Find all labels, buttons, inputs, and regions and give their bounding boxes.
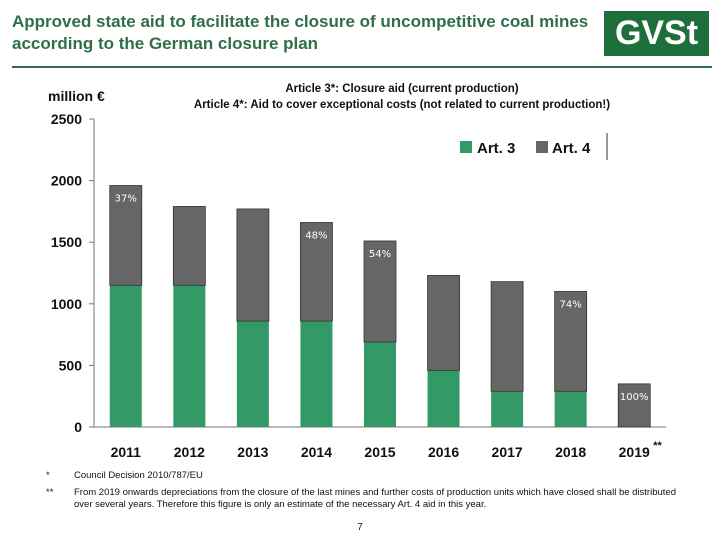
x-tick-label-2014: 2014 — [301, 444, 332, 460]
bar-art3-2011 — [109, 285, 142, 427]
bar-art3-2015 — [364, 341, 396, 427]
y-tick-label: 2000 — [51, 173, 82, 189]
bar-art3-2013 — [236, 321, 269, 427]
legend-label-art4: Art. 4 — [552, 140, 591, 157]
y-tick-label: 0 — [74, 419, 82, 435]
x-tick-superscript-2019: ** — [653, 440, 662, 452]
bar-art4-2012 — [172, 206, 206, 286]
chart-subtitle-line1: Article 3*: Closure aid (current product… — [285, 83, 518, 95]
legend-label-art3: Art. 3 — [477, 140, 515, 157]
x-tick-label-2019: 2019 — [619, 444, 650, 460]
bar-art4-2017 — [490, 281, 524, 392]
bar-art3-2014 — [300, 321, 333, 427]
y-tick-label: 500 — [59, 357, 83, 373]
bar-art4-2014 — [300, 222, 333, 322]
chart-subtitle-line2: Article 4*: Aid to cover exceptional cos… — [194, 99, 610, 111]
x-tick-label-2017: 2017 — [492, 444, 523, 460]
share-annotation-2014: 48% — [305, 230, 327, 241]
bar-art4-2018 — [554, 291, 588, 392]
slide-title: Approved state aid to facilitate the clo… — [12, 12, 589, 53]
footnote-2-mark: ** — [46, 487, 54, 498]
bar-art4-2011 — [109, 185, 143, 286]
bar-art4-2013 — [236, 208, 270, 322]
share-annotation-2018: 74% — [560, 299, 582, 310]
x-tick-label-2015: 2015 — [364, 444, 395, 460]
gvst-logo: GVSt — [604, 11, 709, 56]
bar-art3-2018 — [554, 391, 587, 427]
share-annotation-2015: 54% — [369, 249, 391, 260]
x-tick-label-2013: 2013 — [237, 444, 268, 460]
legend-swatch-art3 — [460, 141, 472, 153]
bar-art3-2017 — [491, 391, 524, 427]
bar-art3-2016 — [427, 370, 460, 427]
share-annotation-2019: 100% — [620, 392, 649, 403]
footnote-1-mark: * — [46, 470, 50, 481]
bar-art4-2015 — [363, 240, 397, 343]
page-number: 7 — [357, 522, 363, 533]
x-tick-label-2018: 2018 — [555, 444, 586, 460]
y-tick-label: 1000 — [51, 296, 82, 312]
x-tick-label-2011: 2011 — [111, 444, 142, 460]
y-tick-label: 2500 — [51, 111, 82, 127]
bar-art4-2019 — [617, 383, 651, 428]
x-tick-label-2016: 2016 — [428, 444, 459, 460]
share-annotation-2011: 37% — [115, 194, 137, 205]
footnote-2-text: From 2019 onwards depreciations from the… — [74, 487, 676, 510]
bar-art3-2012 — [173, 285, 206, 427]
footnote-1-text: Council Decision 2010/787/EU — [74, 470, 203, 481]
title-divider — [12, 66, 712, 68]
legend-swatch-art4 — [536, 141, 548, 153]
x-tick-label-2012: 2012 — [174, 444, 205, 460]
bar-art4-2016 — [427, 275, 460, 371]
y-tick-label: 1500 — [51, 234, 82, 250]
y-axis-label: million € — [48, 88, 105, 104]
